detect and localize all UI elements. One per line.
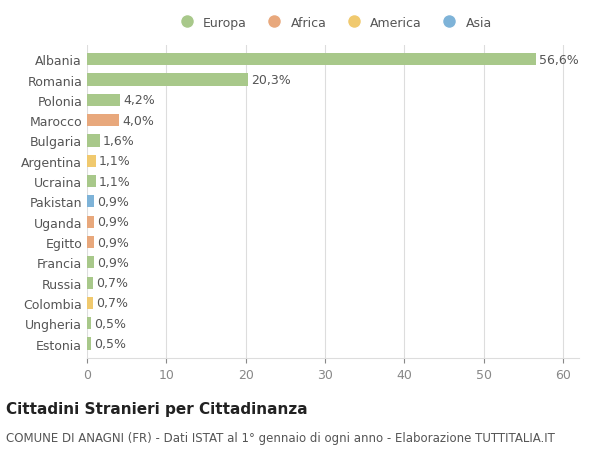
Text: Cittadini Stranieri per Cittadinanza: Cittadini Stranieri per Cittadinanza — [6, 402, 308, 417]
Bar — [87, 277, 92, 289]
Bar — [87, 257, 94, 269]
Bar — [87, 74, 248, 86]
Bar — [87, 216, 94, 228]
Bar — [87, 338, 91, 350]
Text: 0,9%: 0,9% — [97, 236, 129, 249]
Text: 1,1%: 1,1% — [99, 155, 131, 168]
Text: 0,7%: 0,7% — [96, 297, 128, 310]
Bar — [87, 196, 94, 208]
Bar — [87, 297, 92, 309]
Bar — [87, 236, 94, 249]
Legend: Europa, Africa, America, Asia: Europa, Africa, America, Asia — [169, 11, 497, 34]
Text: 0,9%: 0,9% — [97, 196, 129, 208]
Bar — [87, 176, 96, 188]
Bar — [87, 54, 536, 66]
Text: 0,5%: 0,5% — [94, 337, 126, 350]
Text: 56,6%: 56,6% — [539, 54, 579, 67]
Text: 1,1%: 1,1% — [99, 175, 131, 188]
Bar — [87, 95, 121, 106]
Bar — [87, 318, 91, 330]
Text: 1,6%: 1,6% — [103, 134, 134, 148]
Text: 0,9%: 0,9% — [97, 256, 129, 269]
Text: COMUNE DI ANAGNI (FR) - Dati ISTAT al 1° gennaio di ogni anno - Elaborazione TUT: COMUNE DI ANAGNI (FR) - Dati ISTAT al 1°… — [6, 431, 555, 444]
Text: 0,9%: 0,9% — [97, 216, 129, 229]
Text: 4,0%: 4,0% — [122, 114, 154, 128]
Text: 20,3%: 20,3% — [251, 74, 291, 87]
Bar — [87, 115, 119, 127]
Text: 0,7%: 0,7% — [96, 276, 128, 290]
Bar — [87, 155, 96, 168]
Text: 0,5%: 0,5% — [94, 317, 126, 330]
Bar — [87, 135, 100, 147]
Text: 4,2%: 4,2% — [124, 94, 155, 107]
